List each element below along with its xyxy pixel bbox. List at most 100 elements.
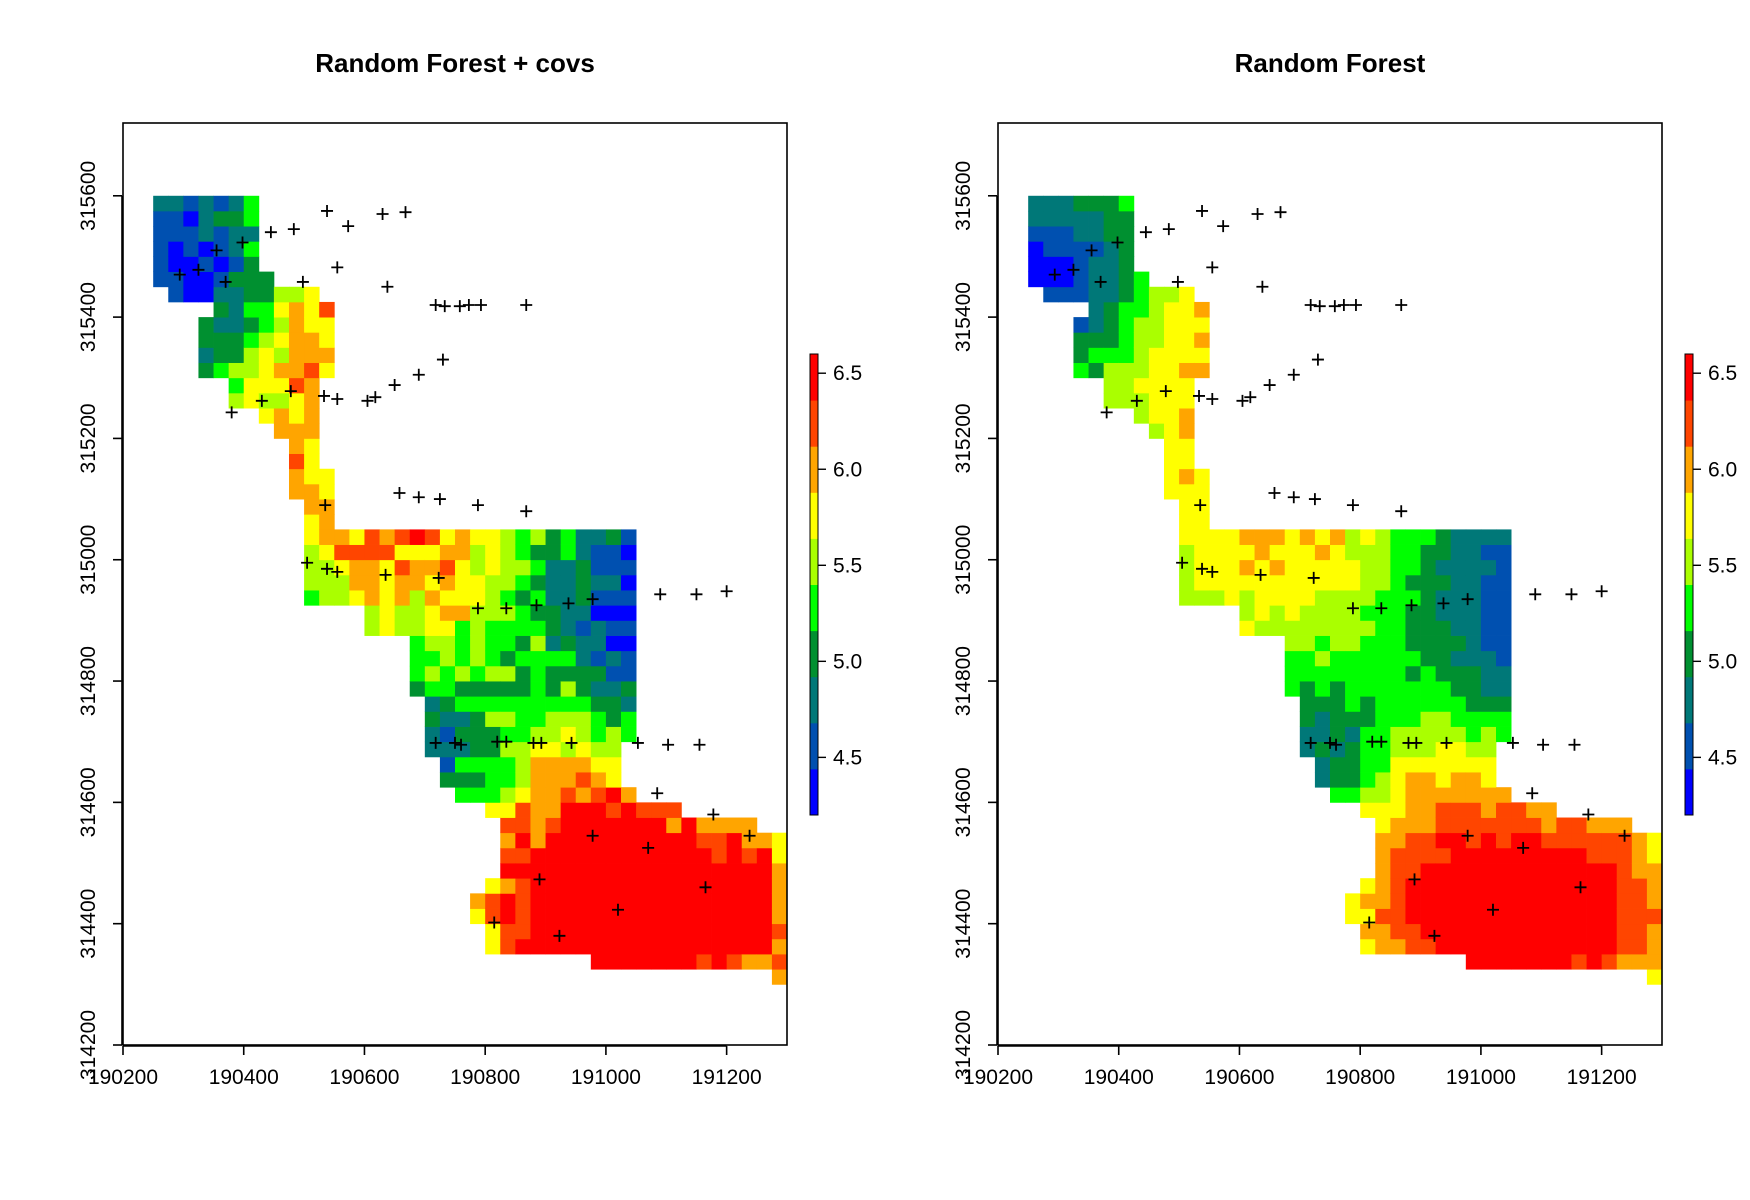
raster-cell [258,332,275,348]
raster-cell [621,832,637,849]
raster-cell [681,878,697,894]
raster-cell [1571,893,1587,909]
raster-cell [1360,756,1376,773]
raster-cell [696,938,712,955]
raster-cell [1556,908,1572,925]
raster-cell [1284,620,1301,636]
raster-cell [1148,347,1165,363]
raster-cell [515,590,531,606]
sample-point [219,275,232,288]
raster-cell [1194,529,1210,545]
y-tick-label: 314600 [952,767,975,837]
raster-cell [1435,817,1452,834]
raster-cell [1284,650,1301,667]
raster-cell [455,559,471,576]
raster-cell [1058,256,1074,273]
raster-cell [228,195,245,212]
raster-cell [621,635,637,652]
raster-cell [1435,650,1452,667]
sample-point [565,736,578,749]
raster-cell [681,847,697,864]
sample-point [287,223,300,236]
raster-cell [605,741,622,758]
legend-color-step [1685,630,1693,678]
raster-cell [530,938,546,955]
raster-cell [1164,347,1180,363]
raster-cell [621,590,637,606]
raster-cell [1345,756,1361,773]
raster-cell [364,620,380,636]
raster-cell [439,559,456,576]
sample-point [1330,738,1343,751]
raster-cell [545,665,562,682]
raster-cell [575,741,592,758]
raster-cell [1179,317,1195,333]
raster-cell [575,544,592,561]
raster-cell [424,650,441,667]
raster-cell [575,620,592,636]
raster-cell [1314,681,1331,697]
raster-cell [1405,817,1421,834]
raster-cell [1269,529,1286,545]
raster-cell [1179,301,1195,318]
raster-cell [1284,605,1301,621]
raster-cell [575,878,592,894]
raster-cell [741,847,758,864]
raster-cell [1390,605,1406,621]
raster-cell [741,817,758,834]
raster-cell [1601,878,1618,894]
raster-cell [183,195,199,212]
raster-cell [1435,574,1452,591]
raster-cell [1465,954,1482,970]
raster-cell [1179,362,1195,379]
sample-point [642,841,655,854]
raster-cell [319,483,335,500]
raster-cell [545,787,562,803]
legend-tick-label: 6.0 [833,458,862,481]
legend-color-step [810,676,818,724]
legend-color-step [1685,538,1693,585]
raster-cell [545,938,562,955]
sample-point [1595,585,1608,598]
raster-cell [741,923,758,940]
legend-color-step [810,446,818,493]
raster-cell [394,605,411,621]
raster-cell [439,665,456,682]
raster-cell [515,696,531,712]
raster-cell [530,756,546,773]
raster-cell [1480,772,1497,788]
raster-cell [1330,544,1346,561]
raster-cell [394,544,411,561]
raster-cell [1254,544,1271,561]
legend-color-step [810,630,818,678]
raster-cell [455,787,471,803]
raster-cell [1586,893,1603,909]
raster-cell [1450,878,1467,894]
raster-cell [1405,559,1421,576]
raster-cell [1526,908,1542,925]
raster-cell [1284,574,1301,591]
raster-cell [741,878,758,894]
raster-cell [621,726,637,743]
y-axis: 314200 314400 314600 314800 315000 315200 3154… [952,161,998,1080]
raster-cell [711,863,728,879]
raster-cell [319,544,335,561]
raster-cell [1148,377,1165,394]
x-tick-label: 190400 [209,1066,279,1089]
raster-cell [666,938,682,955]
raster-cell [1420,817,1437,834]
raster-cell [1284,665,1301,682]
raster-cell [1314,711,1331,727]
raster-cell [470,696,486,712]
raster-cell [530,802,546,818]
sample-point [535,736,548,749]
raster-cell [470,574,486,591]
raster-cell [304,438,320,454]
raster-cell [1390,863,1406,879]
raster-cell [1330,605,1346,621]
raster-cell [1179,392,1195,409]
raster-cell [726,908,743,925]
raster-cell [439,711,456,727]
raster-cell [1480,832,1497,849]
raster-cell [304,301,320,318]
